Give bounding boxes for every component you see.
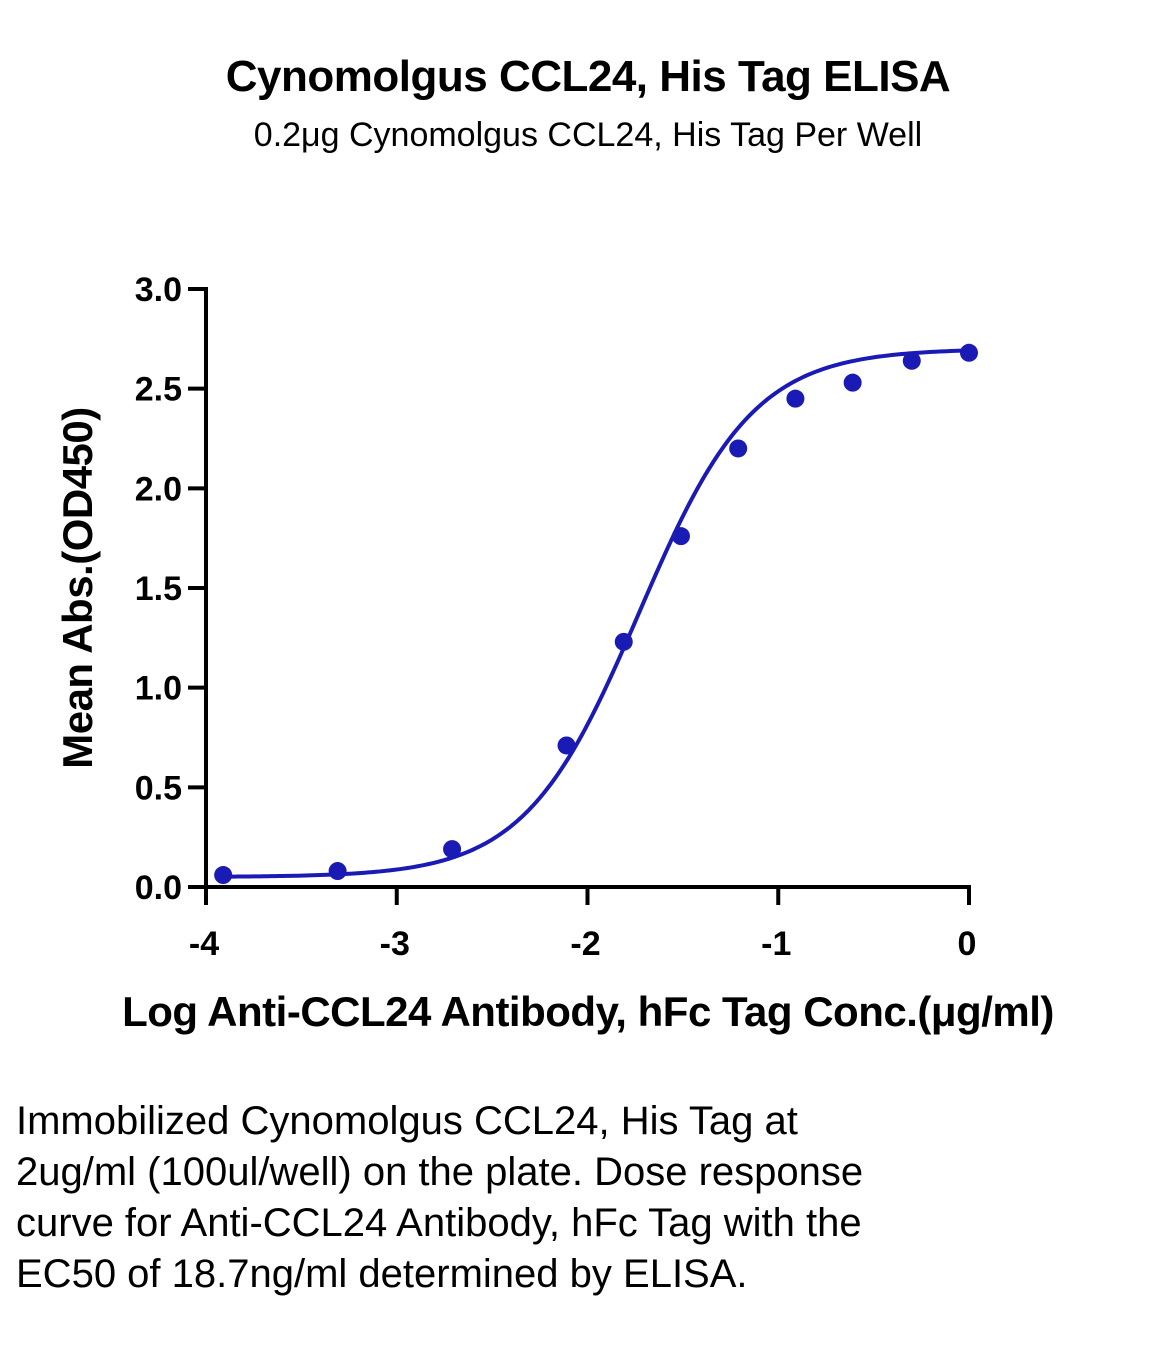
- x-tick-label: -2: [570, 925, 600, 963]
- data-point: [443, 840, 462, 859]
- data-point: [960, 343, 978, 362]
- y-tick-label: 2.5: [135, 371, 182, 409]
- x-tick-label: -3: [380, 925, 410, 963]
- fit-curve-layer: [223, 348, 970, 879]
- y-tick-label: 0.5: [135, 769, 182, 807]
- x-tick-label: 0: [958, 925, 977, 963]
- data-point: [729, 439, 748, 458]
- chart-title: Cynomolgus CCL24, His Tag ELISA: [225, 52, 951, 101]
- figure-caption: Immobilized Cynomolgus CCL24, His Tag at…: [16, 1099, 864, 1296]
- x-axis-label: Log Anti-CCL24 Antibody, hFc Tag Conc.(μ…: [122, 988, 1054, 1035]
- y-tick-label: 1.0: [135, 670, 182, 708]
- data-point: [671, 527, 690, 546]
- y-tick-label: 3.0: [135, 271, 182, 309]
- data-point: [843, 373, 862, 392]
- data-point: [614, 632, 633, 651]
- y-tick-label: 1.5: [135, 570, 182, 608]
- y-tick-label: 0.0: [135, 869, 182, 907]
- chart-axes: 0.0 0.5 1.0 1.5 2.0 2.5 3.0 -4 -3 -2 -1 0: [135, 271, 977, 963]
- data-point: [214, 866, 233, 885]
- fit-curve-line: [223, 348, 970, 879]
- y-tick-label: 2.0: [135, 470, 182, 508]
- data-point: [557, 736, 576, 755]
- data-point: [786, 389, 805, 408]
- x-tick-label: -4: [189, 925, 219, 963]
- data-points-layer: [214, 343, 978, 885]
- chart-subtitle: 0.2μg Cynomolgus CCL24, His Tag Per Well: [253, 116, 923, 154]
- data-point: [902, 351, 921, 370]
- data-point: [328, 862, 347, 881]
- x-tick-label: -1: [761, 925, 791, 963]
- y-axis-label: Mean Abs.(OD450): [54, 407, 101, 769]
